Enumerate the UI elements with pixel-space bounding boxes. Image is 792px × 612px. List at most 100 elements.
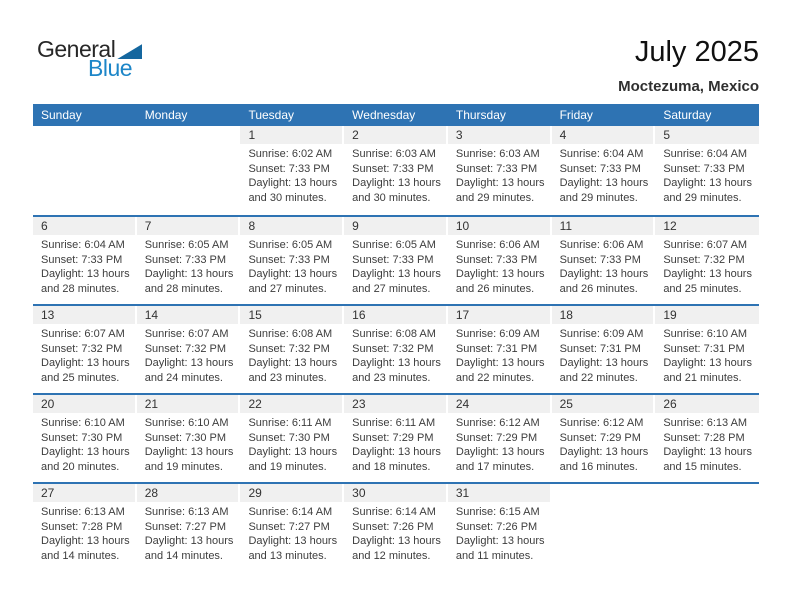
daylight-text: Daylight: 13 hours and 26 minutes.: [455, 268, 545, 295]
day-cell-18: 18 Sunrise: 6:09 AM Sunset: 7:31 PM Dayligh…: [551, 306, 656, 393]
sunset-text: Sunset: 7:29 PM: [559, 431, 641, 444]
week-row-1: 1 Sunrise: 6:02 AM Sunset: 7:33 PM Daylight…: [33, 126, 760, 215]
sunrise-text: Sunrise: 6:11 AM: [248, 417, 332, 429]
day-info: Sunrise: 6:12 AM Sunset: 7:29 PM Daylight:…: [552, 413, 656, 474]
sunset-text: Sunset: 7:32 PM: [663, 253, 745, 266]
day-cell-30: 30 Sunrise: 6:14 AM Sunset: 7:26 PM Dayligh…: [344, 484, 448, 560]
day-cell-4: 4 Sunrise: 6:04 AM Sunset: 7:33 PM Daylight…: [551, 126, 656, 215]
empty-day-cell: [33, 126, 137, 215]
sunset-text: Sunset: 7:33 PM: [559, 162, 641, 175]
sunset-text: Sunset: 7:33 PM: [248, 253, 330, 266]
daylight-text: Daylight: 13 hours and 30 minutes.: [352, 177, 441, 204]
sunrise-text: Sunrise: 6:05 AM: [352, 239, 436, 251]
day-cell-22: 22 Sunrise: 6:11 AM Sunset: 7:30 PM Dayligh…: [240, 395, 344, 482]
daylight-text: Daylight: 13 hours and 17 minutes.: [455, 446, 545, 473]
sunrise-text: Sunrise: 6:08 AM: [248, 328, 333, 340]
day-number: 27: [33, 484, 135, 502]
sunset-text: Sunset: 7:33 PM: [352, 253, 434, 266]
sunset-text: Sunset: 7:33 PM: [144, 253, 227, 266]
daylight-text: Daylight: 13 hours and 26 minutes.: [559, 268, 649, 295]
day-cell-12: 12 Sunrise: 6:07 AM Sunset: 7:32 PM Dayligh…: [655, 217, 760, 304]
sunset-text: Sunset: 7:29 PM: [455, 431, 538, 444]
sunset-text: Sunset: 7:30 PM: [144, 431, 227, 444]
sunset-text: Sunset: 7:30 PM: [41, 431, 123, 444]
sunrise-text: Sunrise: 6:13 AM: [144, 506, 229, 518]
day-info: Sunrise: 6:09 AM Sunset: 7:31 PM Daylight:…: [448, 324, 552, 385]
day-number: 28: [136, 484, 239, 502]
daylight-text: Daylight: 13 hours and 19 minutes.: [144, 446, 234, 473]
weekday-friday: Friday: [559, 108, 593, 122]
day-info: Sunrise: 6:11 AM Sunset: 7:29 PM Daylight:…: [344, 413, 448, 474]
day-number: 17: [447, 306, 550, 324]
location-subtitle: Moctezuma, Mexico: [618, 78, 759, 95]
sunset-text: Sunset: 7:31 PM: [455, 342, 538, 355]
day-number: 30: [344, 484, 446, 502]
week-row-5: 27 Sunrise: 6:13 AM Sunset: 7:28 PM Dayligh…: [33, 482, 759, 560]
day-cell-7: 7 Sunrise: 6:05 AM Sunset: 7:33 PM Daylight…: [136, 217, 241, 304]
day-number: 18: [551, 306, 654, 324]
sunset-text: Sunset: 7:33 PM: [455, 162, 538, 175]
day-cell-20: 20 Sunrise: 6:10 AM Sunset: 7:30 PM Dayligh…: [33, 395, 137, 482]
daylight-text: Daylight: 13 hours and 22 minutes.: [455, 357, 545, 384]
day-number: 22: [240, 395, 343, 413]
sunrise-text: Sunrise: 6:13 AM: [41, 506, 125, 518]
daylight-text: Daylight: 13 hours and 29 minutes.: [455, 177, 545, 204]
daylight-text: Daylight: 13 hours and 29 minutes.: [663, 177, 752, 204]
day-cell-21: 21 Sunrise: 6:10 AM Sunset: 7:30 PM Dayligh…: [136, 395, 241, 482]
sunrise-text: Sunrise: 6:10 AM: [41, 417, 125, 429]
weekday-tuesday: Tuesday: [248, 108, 295, 122]
empty-day-cell: [137, 126, 241, 215]
sunset-text: Sunset: 7:33 PM: [663, 162, 745, 175]
daylight-text: Daylight: 13 hours and 25 minutes.: [41, 357, 130, 384]
sunset-text: Sunset: 7:33 PM: [559, 253, 641, 266]
sunset-text: Sunset: 7:33 PM: [248, 162, 330, 175]
day-cell-14: 14 Sunrise: 6:07 AM Sunset: 7:32 PM Dayligh…: [136, 306, 241, 393]
daylight-text: Daylight: 13 hours and 24 minutes.: [144, 357, 234, 384]
day-cell-19: 19 Sunrise: 6:10 AM Sunset: 7:31 PM Dayligh…: [655, 306, 760, 393]
sunrise-text: Sunrise: 6:04 AM: [41, 239, 125, 251]
logo-text-general: General: [37, 36, 116, 62]
weekday-sunday: Sunday: [41, 108, 82, 122]
sunset-text: Sunset: 7:31 PM: [559, 342, 641, 355]
sunrise-text: Sunrise: 6:06 AM: [455, 239, 540, 251]
day-info: Sunrise: 6:07 AM Sunset: 7:32 PM Daylight:…: [33, 324, 137, 385]
weekday-row: Sunday Monday Tuesday Wednesday Thursday Frid…: [33, 104, 759, 126]
day-info: Sunrise: 6:05 AM Sunset: 7:33 PM Daylight:…: [137, 235, 241, 296]
sunrise-text: Sunrise: 6:04 AM: [559, 148, 644, 160]
week-row-2: 6 Sunrise: 6:04 AM Sunset: 7:33 PM Daylight…: [33, 215, 760, 304]
daylight-text: Daylight: 13 hours and 30 minutes.: [248, 177, 338, 204]
sunset-text: Sunset: 7:33 PM: [352, 162, 434, 175]
sunset-text: Sunset: 7:31 PM: [663, 342, 745, 355]
daylight-text: Daylight: 13 hours and 27 minutes.: [352, 268, 441, 295]
day-cell-26: 26 Sunrise: 6:13 AM Sunset: 7:28 PM Dayligh…: [655, 395, 760, 482]
sunrise-text: Sunrise: 6:05 AM: [144, 239, 229, 251]
daylight-text: Daylight: 13 hours and 12 minutes.: [352, 535, 441, 560]
day-cell-6: 6 Sunrise: 6:04 AM Sunset: 7:33 PM Daylight…: [33, 217, 137, 304]
day-info: Sunrise: 6:04 AM Sunset: 7:33 PM Daylight:…: [655, 144, 759, 205]
sunrise-text: Sunrise: 6:04 AM: [663, 148, 748, 160]
sunset-text: Sunset: 7:33 PM: [41, 253, 123, 266]
day-number: 5: [655, 126, 760, 144]
daylight-text: Daylight: 13 hours and 29 minutes.: [559, 177, 649, 204]
empty-day-cell: [655, 484, 759, 560]
day-number: 9: [344, 217, 446, 235]
sunrise-text: Sunrise: 6:07 AM: [144, 328, 229, 340]
day-number: 31: [447, 484, 550, 502]
day-info: Sunrise: 6:03 AM Sunset: 7:33 PM Daylight:…: [344, 144, 448, 205]
sunset-text: Sunset: 7:27 PM: [144, 520, 227, 533]
day-info: Sunrise: 6:11 AM Sunset: 7:30 PM Daylight:…: [240, 413, 344, 474]
day-number: 16: [344, 306, 446, 324]
sunset-text: Sunset: 7:28 PM: [41, 520, 123, 533]
sunrise-text: Sunrise: 6:12 AM: [559, 417, 644, 429]
day-number: [33, 126, 135, 144]
calendar-grid: 1 Sunrise: 6:02 AM Sunset: 7:33 PM Daylight…: [33, 126, 760, 560]
daylight-text: Daylight: 13 hours and 27 minutes.: [248, 268, 338, 295]
sunset-text: Sunset: 7:27 PM: [248, 520, 330, 533]
day-cell-11: 11 Sunrise: 6:06 AM Sunset: 7:33 PM Dayligh…: [551, 217, 656, 304]
day-info: Sunrise: 6:02 AM Sunset: 7:33 PM Daylight:…: [240, 144, 344, 205]
sunrise-text: Sunrise: 6:10 AM: [144, 417, 229, 429]
daylight-text: Daylight: 13 hours and 14 minutes.: [41, 535, 130, 560]
day-info: Sunrise: 6:13 AM Sunset: 7:27 PM Daylight:…: [137, 502, 241, 560]
day-cell-29: 29 Sunrise: 6:14 AM Sunset: 7:27 PM Dayligh…: [240, 484, 344, 560]
day-number: 20: [33, 395, 135, 413]
